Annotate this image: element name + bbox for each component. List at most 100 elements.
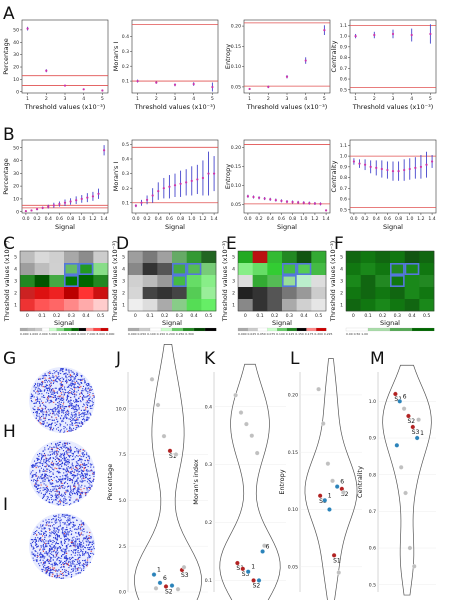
heatmap-cell — [311, 263, 327, 276]
network-node — [85, 561, 87, 563]
violin-outline — [382, 364, 432, 596]
x-tick-label: 0.6 — [278, 216, 285, 222]
network-node — [44, 377, 46, 379]
heatmap-cell — [282, 251, 297, 264]
network-node — [41, 423, 43, 425]
network-node — [81, 470, 83, 472]
network-node — [90, 481, 92, 483]
network-node — [59, 561, 62, 564]
network-node — [62, 485, 64, 487]
colorbar-swatch — [257, 327, 268, 332]
network-node — [75, 418, 78, 420]
network-node — [36, 526, 38, 528]
network-node — [47, 425, 49, 427]
panel-label-j: J — [115, 349, 121, 369]
network-node — [49, 521, 51, 523]
y-tick-label: 2 — [340, 291, 343, 297]
network-node — [40, 562, 42, 564]
network-node — [73, 474, 75, 476]
network-node — [75, 399, 77, 401]
network-node — [66, 468, 68, 470]
network-node — [33, 559, 35, 561]
heatmap-cell — [186, 299, 202, 312]
network-node — [48, 469, 51, 471]
network-node — [74, 493, 76, 495]
y-tick-label: 0.1 — [122, 200, 129, 206]
network-node — [47, 540, 49, 542]
data-point — [285, 200, 289, 203]
network-node — [80, 392, 83, 394]
network-node — [74, 378, 76, 380]
network-node — [86, 559, 89, 561]
network-node — [53, 377, 55, 379]
network-node — [59, 417, 62, 419]
network-node — [57, 470, 59, 472]
y-tick-label: 1 — [340, 303, 343, 309]
network-node — [69, 442, 71, 444]
network-node — [67, 461, 69, 463]
network-node — [46, 552, 48, 554]
network-node — [87, 538, 89, 540]
x-tick-label: 0.1 — [364, 313, 371, 319]
network-node — [57, 447, 59, 450]
network-node — [76, 563, 78, 565]
network-node — [30, 397, 32, 399]
network-node — [47, 399, 49, 401]
x-axis-label: Signal — [272, 319, 292, 327]
network-node — [49, 553, 51, 555]
network-node — [68, 430, 70, 432]
network-node — [46, 571, 48, 573]
network-node — [88, 456, 90, 458]
network-node — [49, 544, 51, 546]
network-node — [74, 422, 76, 424]
network-node — [35, 543, 37, 545]
network-node — [44, 556, 46, 558]
y-tick-label: 4 — [340, 267, 343, 273]
network-node — [45, 571, 47, 573]
network-node — [32, 411, 35, 414]
network-node — [89, 405, 91, 407]
heatmap-cell — [267, 299, 283, 312]
data-point — [386, 168, 389, 172]
network-node — [51, 447, 53, 449]
network-node — [93, 396, 95, 399]
heatmap-cell — [296, 263, 312, 276]
network-node — [55, 516, 57, 518]
network-node — [76, 424, 78, 426]
network-node — [64, 389, 67, 391]
network-node — [40, 457, 43, 459]
network-node — [51, 464, 53, 466]
network-node — [56, 423, 58, 426]
network-node — [45, 568, 47, 570]
heatmap-cell — [186, 263, 202, 276]
highlight-box — [64, 262, 79, 275]
data-point — [414, 166, 417, 170]
network-node — [31, 395, 34, 398]
network-node — [57, 442, 59, 444]
network-node — [46, 488, 48, 490]
colorbar-labels: 0.000 0.025 0.050 0.075 0.100 0.125 0.15… — [238, 332, 333, 336]
network-node — [43, 541, 45, 543]
network-node — [40, 378, 42, 380]
network-node — [69, 523, 71, 525]
violin-point — [406, 413, 411, 419]
network-node — [76, 372, 78, 374]
network-node — [57, 397, 59, 399]
network-i — [29, 513, 95, 579]
network-node — [44, 538, 46, 541]
network-node — [49, 539, 51, 541]
network-node — [80, 495, 82, 497]
heatmap-cell — [20, 251, 35, 264]
network-node — [66, 486, 69, 488]
network-node — [64, 539, 66, 541]
network-node — [63, 536, 66, 538]
network-node — [61, 370, 64, 372]
network-node — [49, 545, 51, 547]
network-node — [37, 409, 39, 411]
network-node — [36, 414, 38, 416]
heatmap-cell — [128, 251, 143, 264]
data-point — [274, 198, 277, 202]
network-node — [75, 548, 77, 551]
network-node — [42, 450, 44, 452]
